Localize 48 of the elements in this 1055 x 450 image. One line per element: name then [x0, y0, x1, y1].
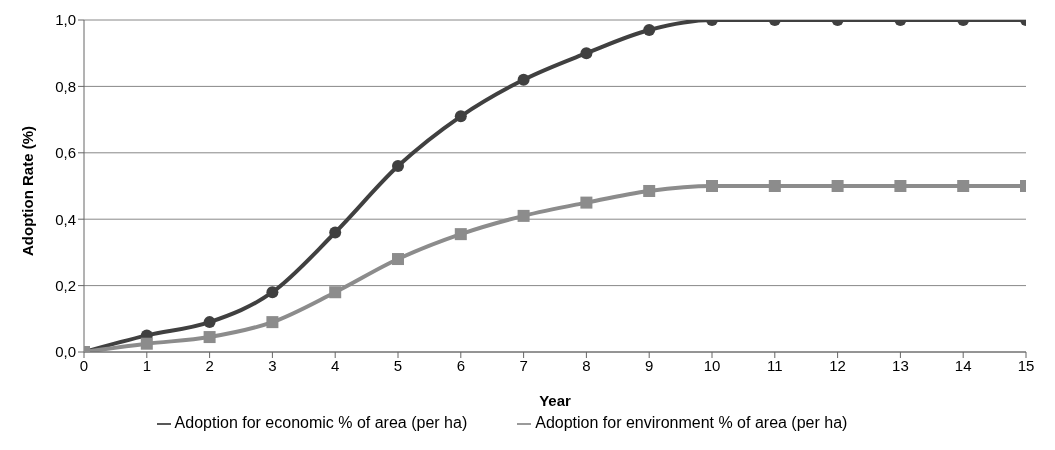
- y-axis-title: Adoption Rate (%): [19, 126, 37, 256]
- point: [957, 180, 970, 192]
- x-tick-label: 7: [519, 356, 528, 374]
- y-tick-label: 0,8: [55, 77, 76, 95]
- point: [392, 253, 404, 266]
- point: [517, 73, 530, 86]
- x-tick-label: 8: [582, 356, 591, 374]
- x-tick-label: 15: [1017, 356, 1035, 374]
- point: [203, 331, 216, 344]
- point: [203, 316, 216, 329]
- point: [643, 23, 656, 36]
- x-tick-label: 10: [703, 356, 721, 374]
- x-tick-label: 14: [954, 356, 972, 374]
- x-tick-label: 13: [892, 356, 909, 374]
- point: [266, 316, 279, 329]
- x-tick-label: 6: [456, 356, 465, 374]
- point: [140, 337, 153, 350]
- point: [580, 196, 593, 209]
- point: [392, 160, 404, 173]
- point: [266, 286, 279, 299]
- point: [329, 226, 342, 239]
- x-tick-label: 2: [205, 356, 214, 374]
- point: [768, 180, 781, 192]
- point: [706, 180, 718, 192]
- point: [643, 184, 656, 197]
- legend-label: Adoption for environment % of area (per ha): [535, 414, 848, 431]
- x-tick-label: 3: [268, 356, 277, 374]
- x-tick-label: 4: [331, 356, 340, 374]
- y-tick-label: 0,0: [55, 343, 76, 361]
- x-tick-label: 12: [829, 356, 846, 374]
- point: [329, 286, 342, 299]
- legend-label: Adoption for economic % of area (per ha): [174, 414, 468, 431]
- x-tick-label: 11: [767, 356, 783, 374]
- point: [454, 228, 467, 241]
- y-tick-label: 0,2: [55, 276, 76, 294]
- point: [517, 209, 530, 222]
- x-tick-label: 0: [79, 356, 89, 374]
- x-tick-label: 9: [645, 356, 654, 374]
- point: [894, 180, 907, 192]
- point: [580, 47, 593, 60]
- y-tick-label: 1,0: [55, 11, 76, 29]
- x-tick-label: 5: [393, 356, 403, 374]
- x-axis-title: Year: [539, 392, 572, 409]
- y-tick-label: 0,4: [55, 210, 76, 228]
- point: [454, 110, 467, 123]
- point: [831, 180, 844, 192]
- x-tick-label: 1: [142, 356, 151, 374]
- y-tick-label: 0,6: [55, 144, 76, 162]
